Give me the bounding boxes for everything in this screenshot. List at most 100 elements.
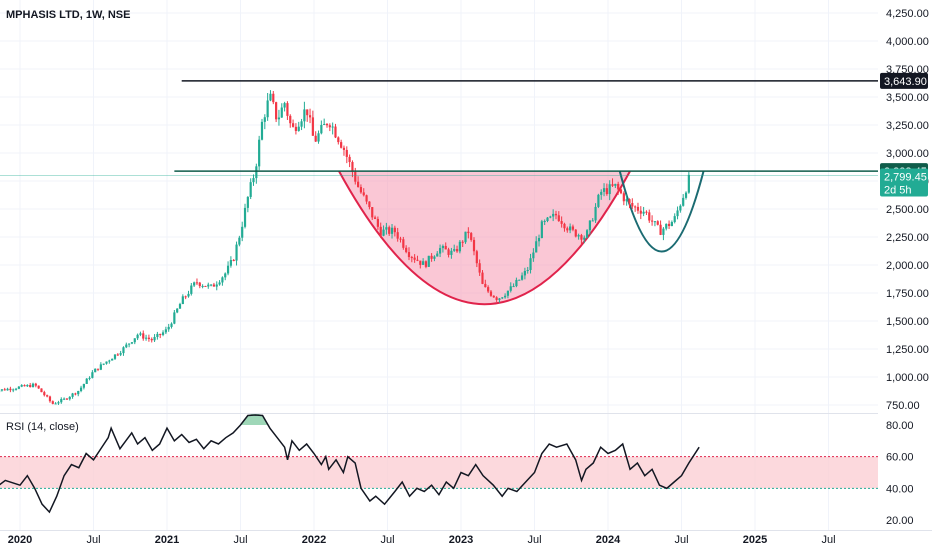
candle-body[interactable] bbox=[529, 258, 532, 270]
candle-body[interactable] bbox=[388, 227, 391, 234]
candle-body[interactable] bbox=[602, 188, 606, 192]
candle-body[interactable] bbox=[413, 257, 416, 260]
candle-body[interactable] bbox=[472, 239, 476, 252]
candle-body[interactable] bbox=[77, 390, 80, 395]
candle-body[interactable] bbox=[628, 199, 631, 204]
candle-body[interactable] bbox=[622, 193, 625, 202]
candle-body[interactable] bbox=[300, 121, 303, 127]
candle-body[interactable] bbox=[373, 217, 377, 219]
candle-body[interactable] bbox=[585, 230, 589, 238]
candle-body[interactable] bbox=[543, 220, 546, 222]
candle-body[interactable] bbox=[184, 296, 187, 298]
candle-body[interactable] bbox=[645, 211, 648, 213]
candle-body[interactable] bbox=[306, 109, 309, 116]
candle-body[interactable] bbox=[291, 123, 295, 127]
candle-body[interactable] bbox=[433, 256, 436, 259]
candle-body[interactable] bbox=[611, 184, 614, 186]
candle-body[interactable] bbox=[6, 388, 9, 391]
candle-body[interactable] bbox=[255, 166, 258, 179]
candle-body[interactable] bbox=[119, 353, 122, 355]
candle-body[interactable] bbox=[379, 226, 382, 236]
candle-body[interactable] bbox=[447, 249, 450, 255]
time-axis[interactable]: 2020 Jul 2021 Jul 2022 Jul 2023 Jul 2024 Jul 2025 J… bbox=[0, 530, 932, 547]
candle-body[interactable] bbox=[340, 142, 343, 148]
candle-body[interactable] bbox=[684, 192, 688, 198]
candle-body[interactable] bbox=[297, 126, 300, 131]
candle-body[interactable] bbox=[371, 207, 374, 218]
candle-body[interactable] bbox=[484, 283, 487, 288]
candle-body[interactable] bbox=[108, 360, 111, 362]
candle-body[interactable] bbox=[554, 213, 558, 216]
candle-body[interactable] bbox=[37, 385, 40, 389]
candle-body[interactable] bbox=[178, 304, 182, 309]
candle-body[interactable] bbox=[54, 403, 57, 405]
candle-body[interactable] bbox=[210, 284, 213, 286]
candle-body[interactable] bbox=[207, 284, 210, 287]
candlestick-series[interactable] bbox=[0, 90, 690, 406]
candle-body[interactable] bbox=[144, 337, 148, 339]
candle-body[interactable] bbox=[481, 272, 484, 284]
candle-body[interactable] bbox=[424, 261, 428, 267]
candle-body[interactable] bbox=[99, 364, 102, 370]
candle-body[interactable] bbox=[323, 123, 326, 125]
candle-body[interactable] bbox=[390, 227, 394, 234]
candle-body[interactable] bbox=[139, 333, 142, 335]
candle-body[interactable] bbox=[537, 238, 541, 242]
candle-body[interactable] bbox=[82, 383, 85, 388]
candle-body[interactable] bbox=[566, 228, 569, 231]
candle-body[interactable] bbox=[597, 194, 600, 207]
candle-body[interactable] bbox=[348, 156, 351, 163]
candle-body[interactable] bbox=[116, 354, 119, 356]
candle-body[interactable] bbox=[150, 338, 153, 341]
candle-body[interactable] bbox=[289, 115, 292, 124]
candle-body[interactable] bbox=[161, 332, 165, 335]
candle-body[interactable] bbox=[258, 139, 261, 167]
candle-body[interactable] bbox=[345, 149, 348, 157]
candle-body[interactable] bbox=[580, 235, 583, 240]
candle-body[interactable] bbox=[337, 137, 340, 143]
candle-body[interactable] bbox=[88, 377, 91, 379]
candle-body[interactable] bbox=[667, 223, 671, 227]
candle-body[interactable] bbox=[574, 229, 577, 237]
candle-body[interactable] bbox=[631, 203, 634, 207]
candle-body[interactable] bbox=[501, 297, 504, 299]
candle-body[interactable] bbox=[487, 287, 490, 292]
candle-body[interactable] bbox=[204, 285, 207, 287]
candle-body[interactable] bbox=[656, 221, 659, 225]
candle-body[interactable] bbox=[277, 117, 281, 120]
candle-body[interactable] bbox=[342, 147, 346, 150]
candle-body[interactable] bbox=[60, 399, 63, 403]
candle-body[interactable] bbox=[48, 396, 52, 402]
candle-body[interactable] bbox=[430, 255, 433, 259]
candle-body[interactable] bbox=[639, 210, 642, 214]
candle-body[interactable] bbox=[224, 273, 227, 278]
candle-body[interactable] bbox=[520, 275, 524, 280]
candle-body[interactable] bbox=[57, 402, 60, 404]
candle-body[interactable] bbox=[153, 336, 156, 341]
candle-body[interactable] bbox=[113, 354, 117, 359]
candle-body[interactable] bbox=[535, 241, 538, 253]
candle-body[interactable] bbox=[365, 195, 368, 202]
candle-body[interactable] bbox=[436, 253, 439, 257]
candle-body[interactable] bbox=[193, 282, 196, 286]
candle-body[interactable] bbox=[441, 245, 445, 249]
candle-body[interactable] bbox=[478, 263, 481, 273]
candle-body[interactable] bbox=[670, 222, 673, 227]
candle-body[interactable] bbox=[453, 249, 456, 251]
candle-body[interactable] bbox=[46, 395, 49, 397]
candle-body[interactable] bbox=[591, 220, 594, 222]
candle-body[interactable] bbox=[605, 188, 608, 195]
candle-body[interactable] bbox=[170, 323, 173, 327]
candle-body[interactable] bbox=[23, 385, 26, 387]
candle-body[interactable] bbox=[467, 231, 470, 234]
candle-body[interactable] bbox=[249, 182, 252, 197]
candle-body[interactable] bbox=[294, 126, 298, 131]
candle-body[interactable] bbox=[577, 235, 580, 237]
candle-body[interactable] bbox=[560, 221, 563, 224]
candle-body[interactable] bbox=[549, 216, 552, 218]
candle-body[interactable] bbox=[221, 277, 224, 283]
candle-body[interactable] bbox=[79, 387, 83, 391]
candle-body[interactable] bbox=[648, 212, 651, 221]
candle-body[interactable] bbox=[85, 378, 88, 384]
candle-body[interactable] bbox=[393, 227, 396, 233]
